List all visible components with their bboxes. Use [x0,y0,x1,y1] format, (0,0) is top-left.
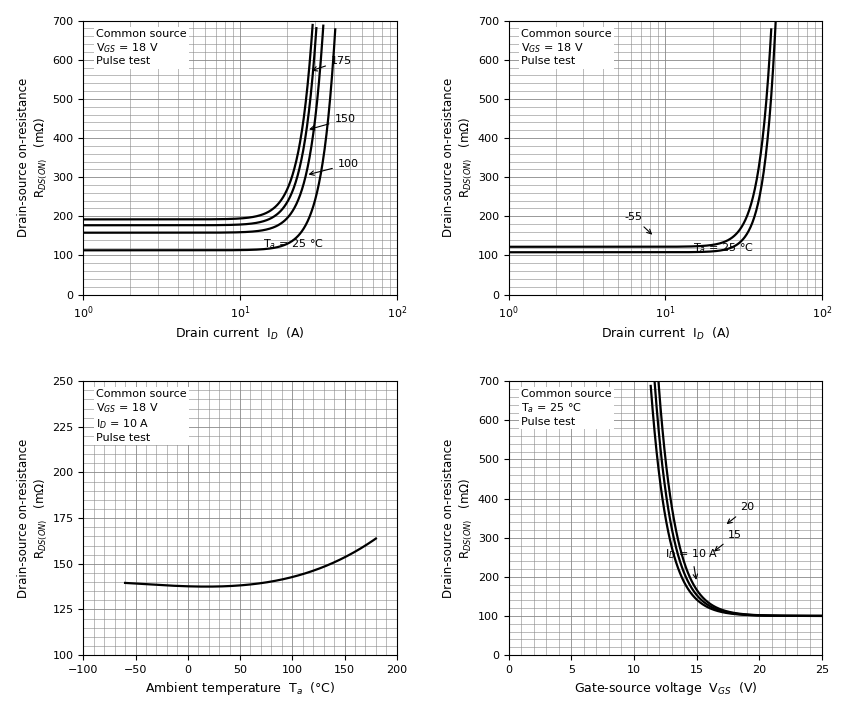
Y-axis label: Drain-source on-resistance
R$_{DS(ON)}$   (mΩ): Drain-source on-resistance R$_{DS(ON)}$ … [17,78,49,237]
Text: 100: 100 [310,159,359,175]
Text: Common source
V$_{GS}$ = 18 V
I$_D$ = 10 A
Pulse test: Common source V$_{GS}$ = 18 V I$_D$ = 10… [96,389,187,443]
Y-axis label: Drain-source on-resistance
R$_{DS(ON)}$   (mΩ): Drain-source on-resistance R$_{DS(ON)}$ … [442,438,475,598]
Text: 175: 175 [312,56,352,71]
Y-axis label: Drain-source on-resistance
R$_{DS(ON)}$   (mΩ): Drain-source on-resistance R$_{DS(ON)}$ … [17,438,49,598]
Text: Common source
T$_a$ = 25 °C
Pulse test: Common source T$_a$ = 25 °C Pulse test [521,389,612,427]
X-axis label: Ambient temperature  T$_a$  (°C): Ambient temperature T$_a$ (°C) [145,680,335,698]
Text: -55: -55 [625,212,651,234]
Text: I$_D$ = 10 A: I$_D$ = 10 A [666,547,718,579]
Text: Common source
V$_{GS}$ = 18 V
Pulse test: Common source V$_{GS}$ = 18 V Pulse test [96,29,187,66]
Text: T$_a$ = 25 °C: T$_a$ = 25 °C [693,241,754,256]
Text: 150: 150 [310,114,356,130]
X-axis label: Drain current  I$_D$  (A): Drain current I$_D$ (A) [600,326,730,343]
Text: T$_a$ = 25 °C: T$_a$ = 25 °C [263,237,323,251]
X-axis label: Drain current  I$_D$  (A): Drain current I$_D$ (A) [176,326,305,343]
Text: 15: 15 [715,530,742,550]
Text: 20: 20 [728,503,755,523]
Y-axis label: Drain-source on-resistance
R$_{DS(ON)}$   (mΩ): Drain-source on-resistance R$_{DS(ON)}$ … [442,78,475,237]
Text: Common source
V$_{GS}$ = 18 V
Pulse test: Common source V$_{GS}$ = 18 V Pulse test [521,29,612,66]
X-axis label: Gate-source voltage  V$_{GS}$  (V): Gate-source voltage V$_{GS}$ (V) [574,680,757,698]
